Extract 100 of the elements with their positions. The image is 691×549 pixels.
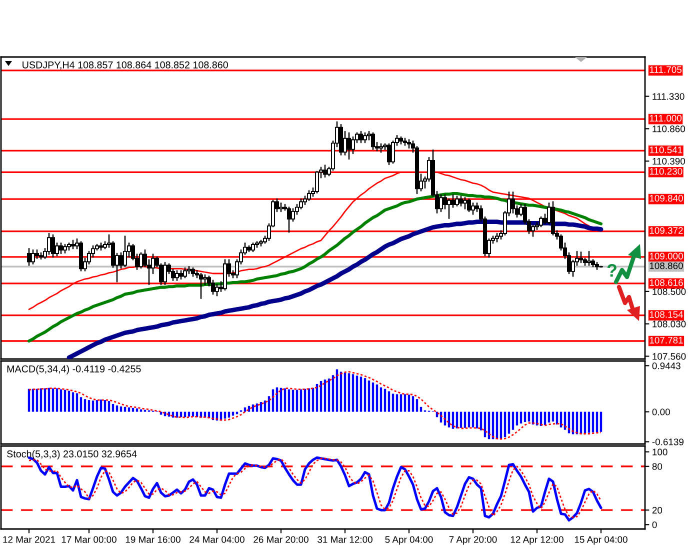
y-tick-label: -0.6139 — [652, 438, 684, 446]
y-tick-label: 100 — [652, 448, 668, 456]
candlestick — [198, 272, 204, 299]
candlestick — [30, 249, 36, 264]
bar — [588, 412, 590, 433]
chart-title: MACD(5,34,4) -0.4119 -0.4255 — [7, 365, 141, 374]
bar — [420, 406, 422, 412]
candlestick — [286, 206, 292, 233]
bar — [68, 390, 70, 412]
bar — [384, 388, 386, 412]
bar — [108, 401, 110, 412]
ref-line-label: 110.230 — [650, 168, 682, 175]
candlestick — [350, 136, 356, 154]
bar — [320, 381, 322, 412]
bar — [36, 388, 38, 412]
bar — [288, 389, 290, 412]
bar — [92, 400, 94, 412]
bar — [332, 375, 334, 412]
ref-line-label: 109.372 — [650, 227, 683, 234]
candlestick — [118, 252, 124, 269]
line-series — [27, 192, 603, 343]
bar — [100, 400, 102, 412]
bar — [504, 412, 506, 438]
bar — [280, 388, 282, 412]
bar — [600, 412, 602, 432]
bar — [400, 394, 402, 412]
bar — [292, 390, 294, 412]
candlestick — [290, 208, 296, 222]
ref-line-label: 109.000 — [650, 252, 683, 260]
bar — [120, 406, 122, 412]
bar — [412, 396, 414, 412]
bar — [128, 407, 130, 412]
candlestick — [26, 248, 32, 266]
bar — [44, 388, 46, 412]
bar — [304, 388, 306, 412]
candlestick — [470, 202, 476, 215]
bar — [388, 391, 390, 412]
y-tick-label: 110.390 — [652, 158, 686, 165]
candlestick — [202, 274, 208, 286]
candlestick — [346, 132, 352, 160]
x-tick-label: 12 Apr 12:00 — [510, 536, 564, 545]
candlestick — [358, 130, 364, 144]
text: ? — [607, 264, 616, 277]
candlestick — [462, 197, 468, 210]
y-tick-label: 0.00 — [652, 408, 670, 416]
candlestick — [342, 130, 348, 156]
bar — [64, 390, 66, 412]
bar — [104, 400, 106, 412]
y-tick-label: 0.9443 — [652, 362, 680, 370]
bar — [512, 412, 514, 430]
bar — [136, 408, 138, 412]
candlestick — [362, 132, 368, 144]
bar — [376, 384, 378, 412]
bar — [256, 403, 258, 412]
ref-line-label: 108.154 — [650, 311, 684, 318]
ref-line-label: 111.705 — [650, 66, 682, 73]
bar — [380, 387, 382, 412]
bar — [132, 408, 134, 412]
x-tick-label: 26 Mar 20:00 — [254, 536, 308, 543]
candlestick — [138, 252, 144, 269]
bar — [124, 406, 126, 412]
ref-line-label: 110.541 — [650, 146, 682, 154]
bar — [468, 412, 470, 428]
x-tick-label: 7 Apr 20:00 — [449, 536, 497, 545]
bar — [284, 388, 286, 412]
bar — [364, 378, 366, 412]
y-tick-label: 110.860 — [652, 126, 686, 132]
bar — [56, 388, 58, 412]
candlestick — [454, 196, 460, 207]
bar — [268, 396, 270, 412]
bar — [260, 402, 262, 412]
bar — [264, 400, 266, 412]
bar — [88, 400, 90, 412]
x-tick-label: 12 Mar 2021 — [3, 536, 56, 543]
candlestick — [538, 216, 544, 228]
candlestick — [458, 196, 464, 207]
x-tick-label: 5 Apr 04:00 — [385, 536, 433, 545]
bar — [352, 374, 354, 412]
x-tick-label: 19 Mar 16:00 — [126, 536, 180, 543]
bar — [72, 392, 74, 412]
bar — [324, 380, 326, 412]
ref-line-label: 109.840 — [650, 194, 683, 202]
bar — [396, 394, 398, 412]
candlestick — [182, 267, 188, 278]
candlestick — [322, 164, 328, 178]
bar — [296, 390, 298, 412]
bar — [500, 412, 502, 439]
candlestick — [446, 198, 452, 219]
bar — [408, 394, 410, 412]
candlestick — [58, 242, 64, 254]
y-tick-label: 0 — [652, 521, 657, 528]
candlestick — [466, 198, 472, 212]
candlestick — [174, 270, 180, 282]
bar — [348, 373, 350, 412]
ref-line-label: 108.860 — [650, 262, 683, 270]
candlestick — [370, 132, 376, 150]
y-tick-label: 107.560 — [652, 353, 686, 360]
x-tick-label: 31 Mar 12:00 — [318, 536, 372, 543]
bar — [40, 388, 42, 412]
ref-line-label: 111.000 — [650, 114, 682, 122]
